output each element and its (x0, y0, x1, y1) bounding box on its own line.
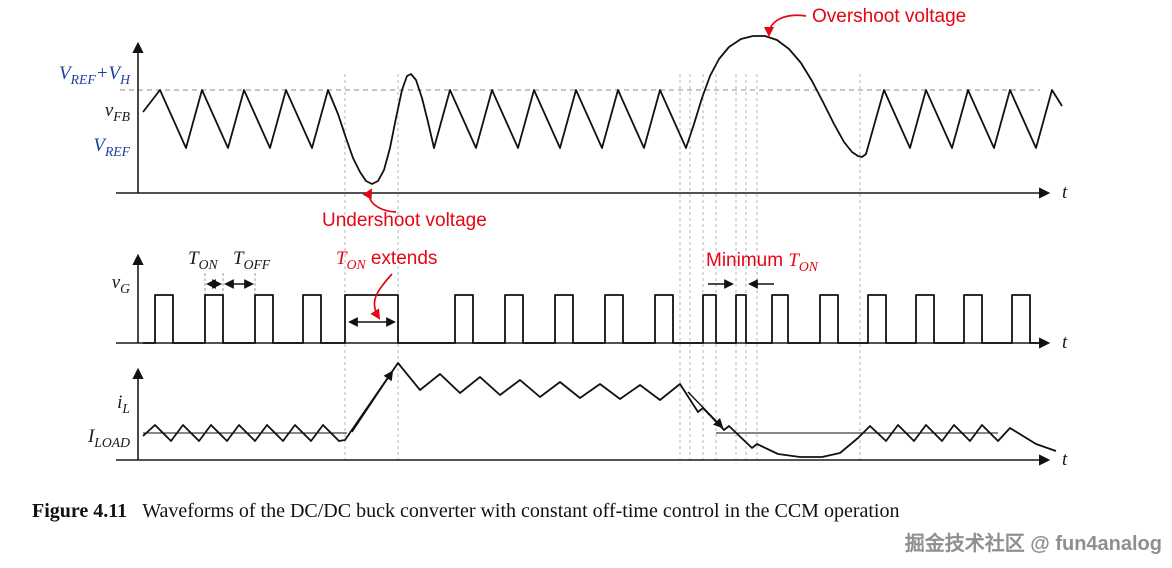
dashed-gridlines (344, 74, 861, 460)
figure-caption: Figure 4.11 Waveforms of the DC/DC buck … (32, 498, 1132, 525)
il-ramp-up-arrow (351, 370, 394, 433)
overshoot-voltage-annotation: Overshoot voltage (812, 6, 967, 27)
overshoot-arrow (763, 14, 807, 38)
vfb-waveform (142, 35, 1063, 185)
vfb-label: vFB (104, 100, 130, 124)
vref-plus-vh-label: VREF+VH (59, 63, 130, 87)
figure-caption-text: Waveforms of the DC/DC buck converter wi… (142, 500, 900, 522)
ton-extends-annotation: TON extends (336, 248, 438, 272)
bot-time-axis-label: t (1062, 449, 1068, 470)
iload-label: ILOAD (87, 426, 130, 450)
vg-label: vG (111, 272, 130, 296)
figure-caption-label: Figure 4.11 (32, 500, 128, 522)
il-ramp-down-arrow (687, 391, 724, 429)
minimum-ton-annotation: Minimum TON (706, 250, 818, 274)
top-time-axis-label: t (1062, 182, 1068, 203)
toff-label: TOFF (233, 248, 271, 272)
il-label: iL (117, 392, 130, 416)
watermark: 掘金技术社区 @ fun4analog (904, 533, 1162, 555)
ton-label: TON (188, 248, 218, 272)
il-waveform (142, 362, 1057, 458)
undershoot-arrow (362, 188, 397, 213)
undershoot-voltage-annotation: Undershoot voltage (322, 210, 487, 231)
vg-waveform (143, 294, 1040, 344)
ton-toff-ticks (204, 273, 256, 297)
mid-time-axis-label: t (1062, 332, 1068, 353)
ton-extends-arrow (370, 273, 393, 320)
vref-label: VREF (93, 135, 130, 159)
